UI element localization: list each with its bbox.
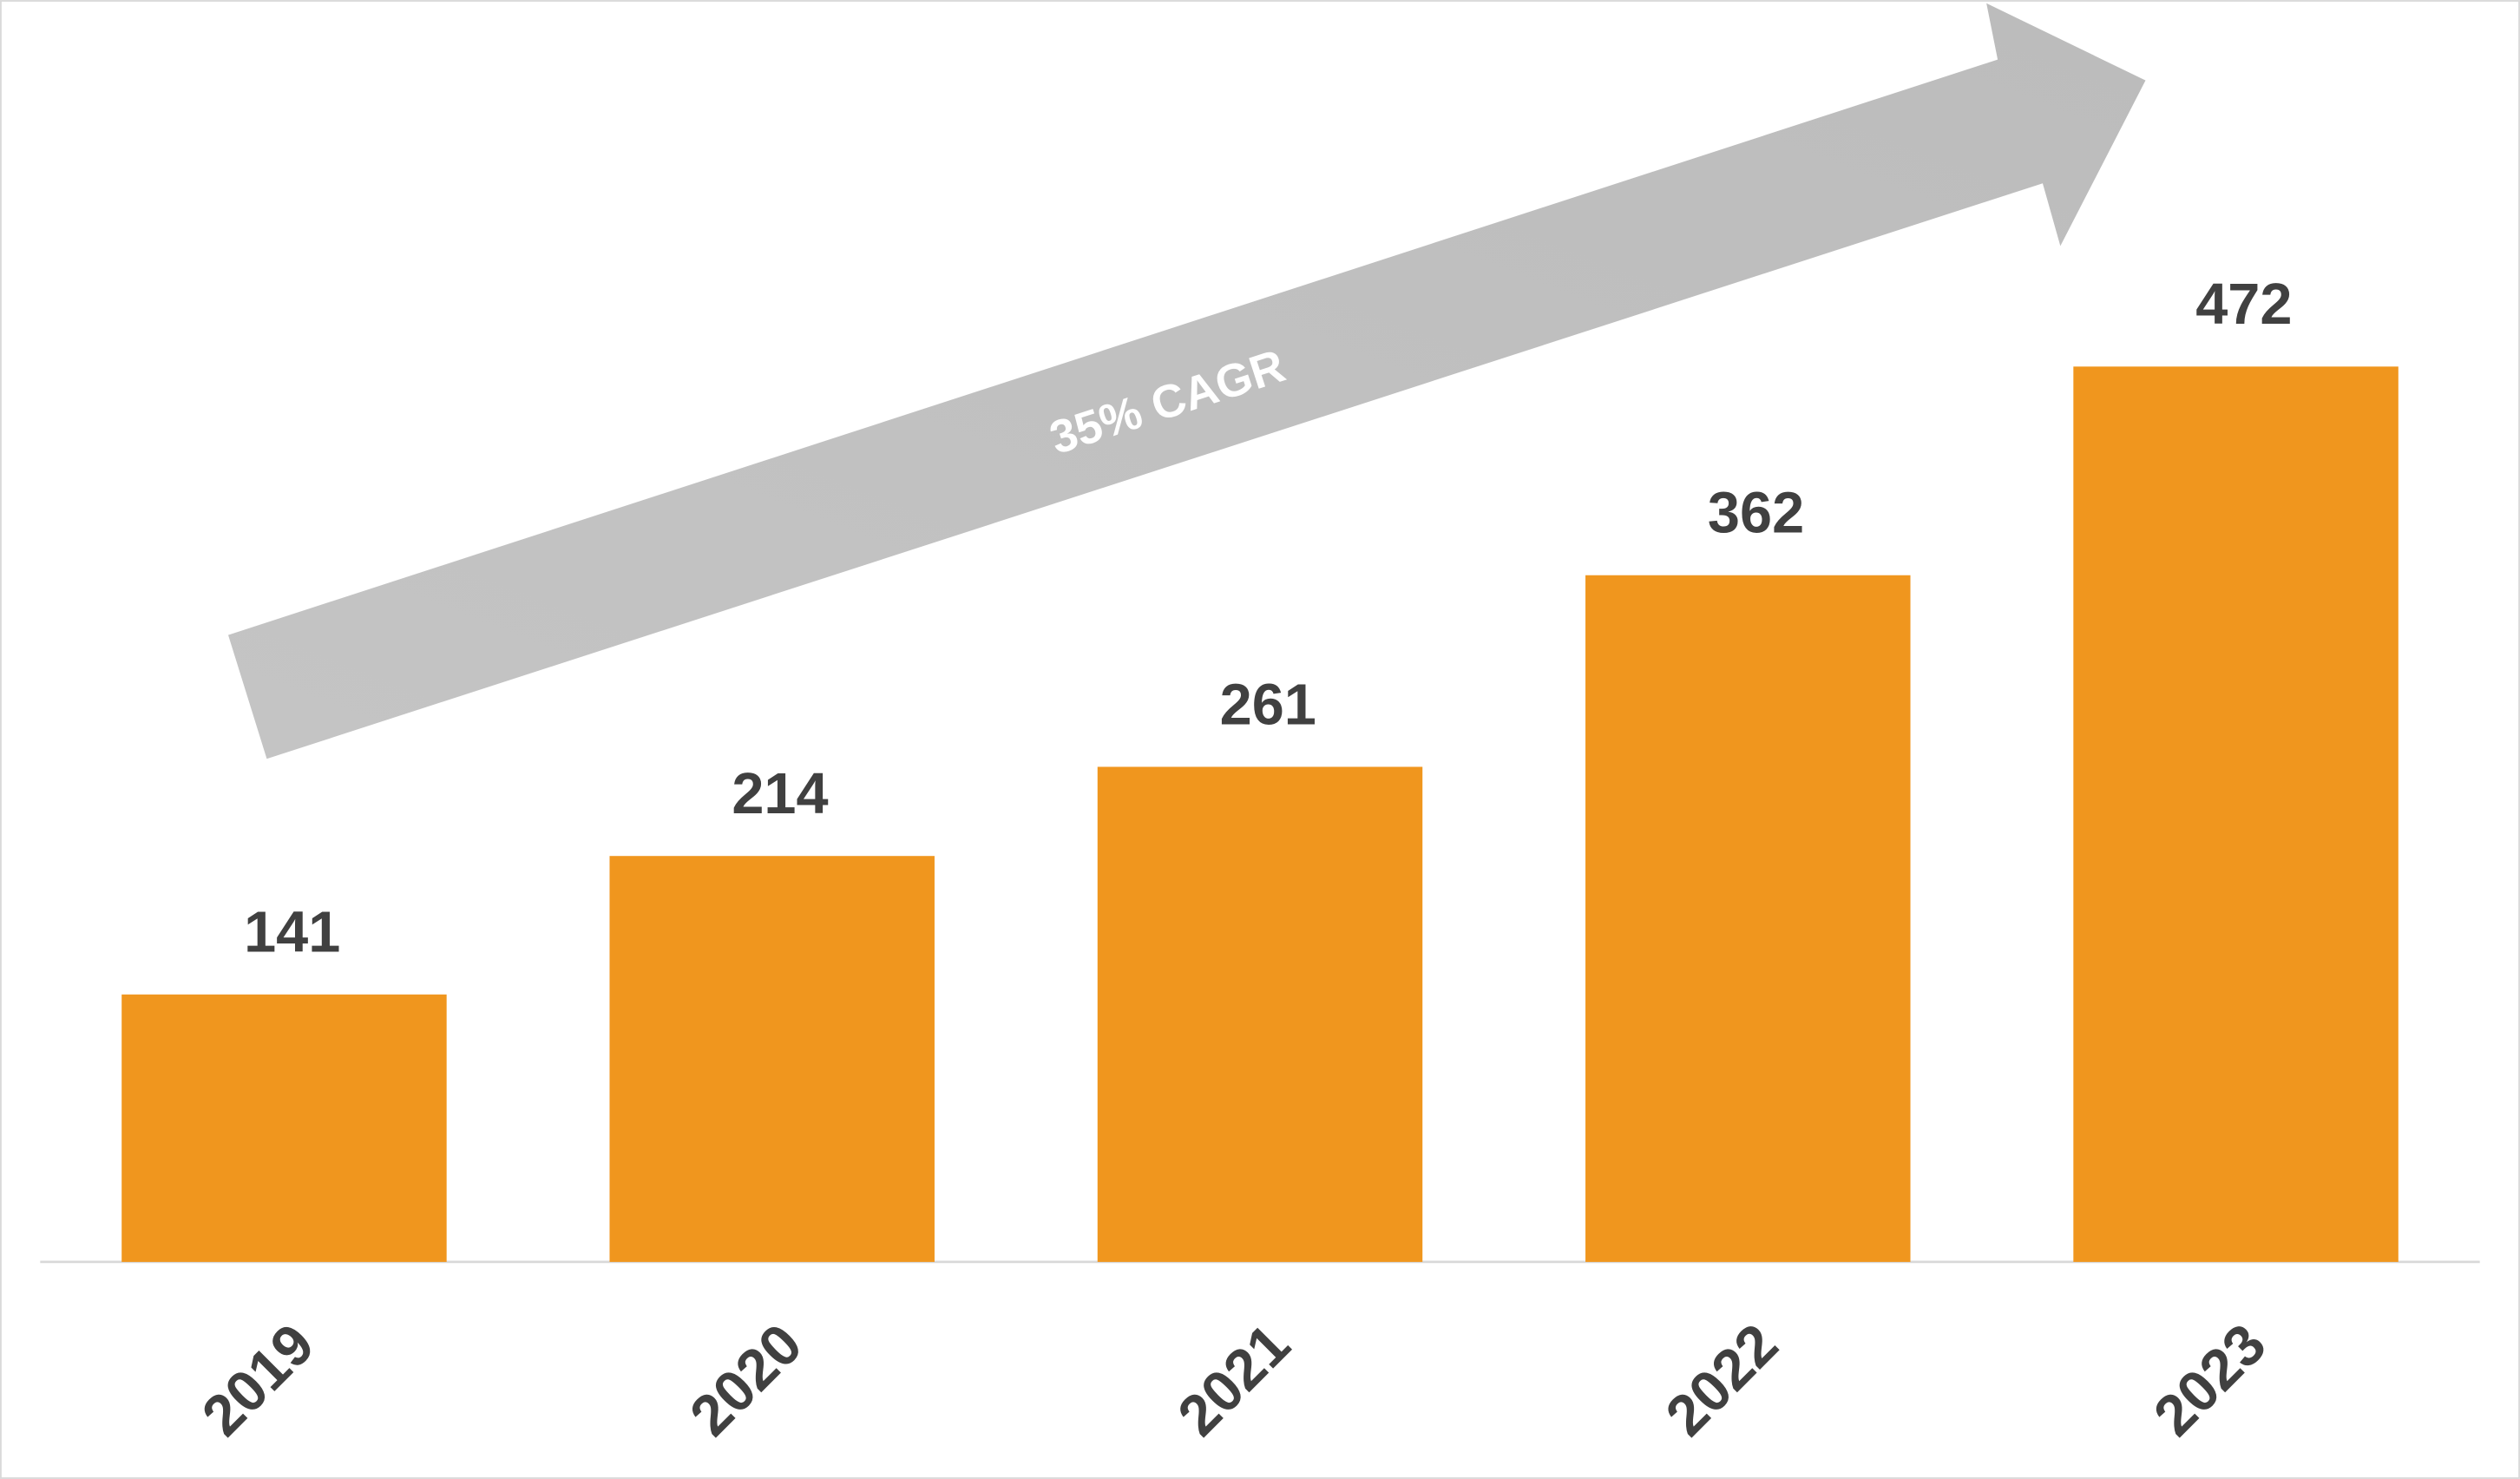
bar: [1097, 766, 1423, 1262]
value-label: 472: [2195, 273, 2292, 337]
bar: [1585, 575, 1911, 1262]
bar: [2073, 366, 2399, 1262]
value-label: 214: [732, 762, 828, 826]
growth-arrow: [227, 3, 2146, 759]
value-label: 141: [244, 901, 340, 965]
bar: [609, 856, 935, 1262]
bar: [121, 994, 447, 1262]
value-label: 362: [1708, 482, 1804, 546]
value-label: 261: [1220, 673, 1316, 737]
